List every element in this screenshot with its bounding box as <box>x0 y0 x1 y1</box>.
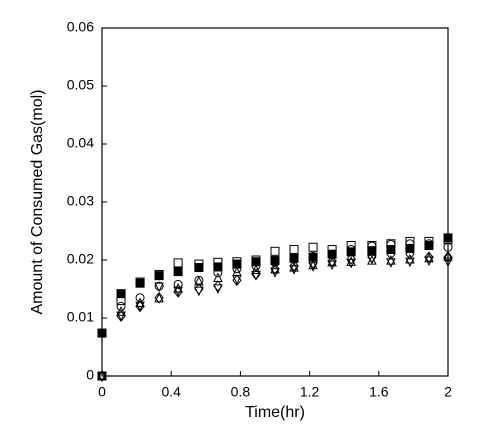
point <box>443 251 453 263</box>
point <box>443 250 453 261</box>
point <box>213 272 223 283</box>
x-axis-title: Time(hr) <box>245 404 305 421</box>
point <box>443 233 453 243</box>
point <box>346 256 356 266</box>
point <box>116 306 126 316</box>
point <box>97 369 107 380</box>
point <box>213 280 223 292</box>
point <box>308 242 318 252</box>
point <box>116 289 126 299</box>
point <box>154 271 164 281</box>
point <box>405 253 415 264</box>
point <box>405 257 415 268</box>
point <box>289 265 299 275</box>
y-tick-label: 0.03 <box>67 193 94 209</box>
point <box>97 371 107 381</box>
point <box>424 241 434 250</box>
point <box>135 293 145 303</box>
point <box>135 297 145 307</box>
x-tick-label: 0.8 <box>231 384 251 400</box>
point <box>251 271 261 281</box>
point <box>213 284 223 294</box>
point <box>194 275 204 285</box>
y-tick-label: 0.04 <box>67 135 94 151</box>
point <box>194 263 204 273</box>
y-axis-title: Amount of Consumed Gas(mol) <box>29 90 46 315</box>
point <box>173 286 183 297</box>
point <box>289 262 299 272</box>
point <box>405 243 415 253</box>
point <box>154 292 164 303</box>
point <box>270 262 280 275</box>
y-tick-label: 0.05 <box>67 77 94 93</box>
point <box>327 260 337 271</box>
point <box>116 311 126 322</box>
point <box>424 252 434 263</box>
point <box>386 258 396 268</box>
point <box>424 256 434 267</box>
point <box>308 259 318 270</box>
y-tick-label: 0.01 <box>67 309 94 325</box>
point <box>251 257 261 267</box>
point <box>173 258 183 268</box>
plot-frame <box>101 27 449 377</box>
point <box>346 258 356 269</box>
point <box>135 278 145 288</box>
x-tick-label: 0.4 <box>161 384 181 400</box>
point <box>367 246 377 256</box>
point <box>346 253 356 265</box>
point <box>213 262 223 272</box>
point <box>116 301 126 311</box>
point <box>194 275 204 286</box>
x-tick-label: 0 <box>98 384 106 400</box>
point <box>270 246 280 256</box>
point <box>386 245 396 255</box>
y-tick-label: 0.06 <box>67 19 94 35</box>
point <box>232 266 242 277</box>
point <box>97 328 107 338</box>
point <box>443 257 453 268</box>
point <box>308 252 318 262</box>
point <box>289 245 299 255</box>
y-tick-label: 0 <box>86 367 94 383</box>
point <box>154 291 164 304</box>
point <box>154 282 164 293</box>
point <box>173 279 183 289</box>
point <box>289 253 299 263</box>
x-tick-label: 2 <box>444 384 452 400</box>
point <box>367 255 377 265</box>
point <box>173 267 183 277</box>
point <box>232 259 242 269</box>
point <box>346 247 356 257</box>
point <box>386 255 396 265</box>
point <box>270 263 280 274</box>
point <box>308 262 318 272</box>
point <box>270 256 280 266</box>
point <box>154 281 164 291</box>
point <box>327 249 337 259</box>
y-tick-label: 0.02 <box>67 251 94 267</box>
point <box>327 256 337 267</box>
x-tick-label: 1.2 <box>300 384 320 400</box>
x-tick-label: 1.6 <box>369 384 389 400</box>
point <box>97 372 107 383</box>
point <box>194 286 204 297</box>
